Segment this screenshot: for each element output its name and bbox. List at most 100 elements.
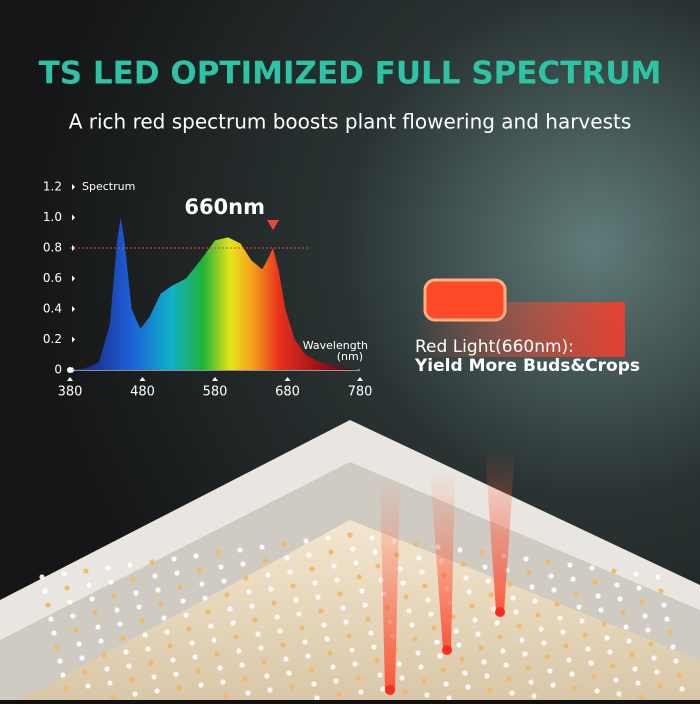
spectrum-area <box>70 217 360 370</box>
light-beam <box>485 450 515 612</box>
led <box>642 613 648 619</box>
led <box>161 615 167 621</box>
led <box>133 590 139 596</box>
led <box>440 667 446 673</box>
led <box>479 550 485 556</box>
led <box>457 547 463 553</box>
led <box>284 555 290 561</box>
led <box>289 684 295 690</box>
led <box>522 651 528 657</box>
led <box>101 652 107 658</box>
led <box>576 604 582 610</box>
spectrum-chart: 0 0.2 0.4 0.6 0.8 1.0 1.2 380 480 580 680 780 Spectr… <box>43 180 373 400</box>
led <box>243 575 249 581</box>
led <box>220 679 226 685</box>
led <box>525 665 531 671</box>
subtitle: A rich red spectrum boosts plant floweri… <box>69 110 632 134</box>
led <box>136 604 142 610</box>
led <box>221 578 227 584</box>
led <box>336 692 342 698</box>
led <box>245 690 251 696</box>
led <box>544 654 550 660</box>
led <box>152 573 158 579</box>
led <box>617 596 623 602</box>
led <box>346 633 352 639</box>
led <box>399 675 405 681</box>
led <box>148 660 154 666</box>
y-tick <box>72 184 75 190</box>
led <box>632 666 638 672</box>
led <box>567 562 573 568</box>
led <box>365 616 371 622</box>
led <box>355 675 361 681</box>
led <box>651 655 657 661</box>
led <box>189 640 195 646</box>
led <box>268 586 274 592</box>
led <box>428 611 434 617</box>
led <box>535 612 541 618</box>
led <box>526 570 532 576</box>
led <box>633 571 639 577</box>
led <box>421 678 427 684</box>
led <box>639 599 645 605</box>
led <box>167 643 173 649</box>
led <box>224 592 230 598</box>
led <box>325 535 331 541</box>
led <box>531 693 537 699</box>
led <box>377 672 383 678</box>
light-beam <box>430 470 455 650</box>
led <box>199 581 205 587</box>
led <box>469 603 475 609</box>
led <box>371 644 377 650</box>
led <box>676 672 682 678</box>
led <box>287 569 293 575</box>
led <box>623 624 629 630</box>
x-tick <box>212 377 218 381</box>
led <box>459 656 465 662</box>
led <box>331 563 337 569</box>
led <box>670 644 676 650</box>
led <box>667 630 673 636</box>
led <box>324 636 330 642</box>
led <box>333 678 339 684</box>
y-tick <box>72 245 75 251</box>
led <box>79 655 85 661</box>
led <box>372 549 378 555</box>
led <box>579 618 585 624</box>
led-grid <box>39 532 685 701</box>
led <box>261 659 267 665</box>
led <box>173 671 179 677</box>
led <box>171 556 177 562</box>
led <box>484 673 490 679</box>
led <box>196 567 202 573</box>
led <box>92 610 98 616</box>
led <box>547 668 553 674</box>
led <box>507 581 513 587</box>
led <box>582 632 588 638</box>
led <box>108 579 114 585</box>
callout-line1: Red Light(660nm): <box>415 337 574 357</box>
led <box>233 634 239 640</box>
led <box>327 650 333 656</box>
led <box>70 613 76 619</box>
red-chip <box>423 278 507 322</box>
led <box>129 677 135 683</box>
led <box>149 559 155 565</box>
led <box>281 541 287 547</box>
led <box>655 574 661 580</box>
annotation-label: 660nm <box>184 195 265 219</box>
led <box>303 538 309 544</box>
led <box>378 577 384 583</box>
led <box>488 592 494 598</box>
led <box>314 695 320 701</box>
led <box>636 585 642 591</box>
red-led <box>495 607 505 617</box>
led <box>413 541 419 547</box>
led <box>349 647 355 653</box>
led <box>368 630 374 636</box>
led <box>679 686 685 692</box>
led <box>290 583 296 589</box>
led <box>85 683 91 689</box>
led <box>107 680 113 686</box>
